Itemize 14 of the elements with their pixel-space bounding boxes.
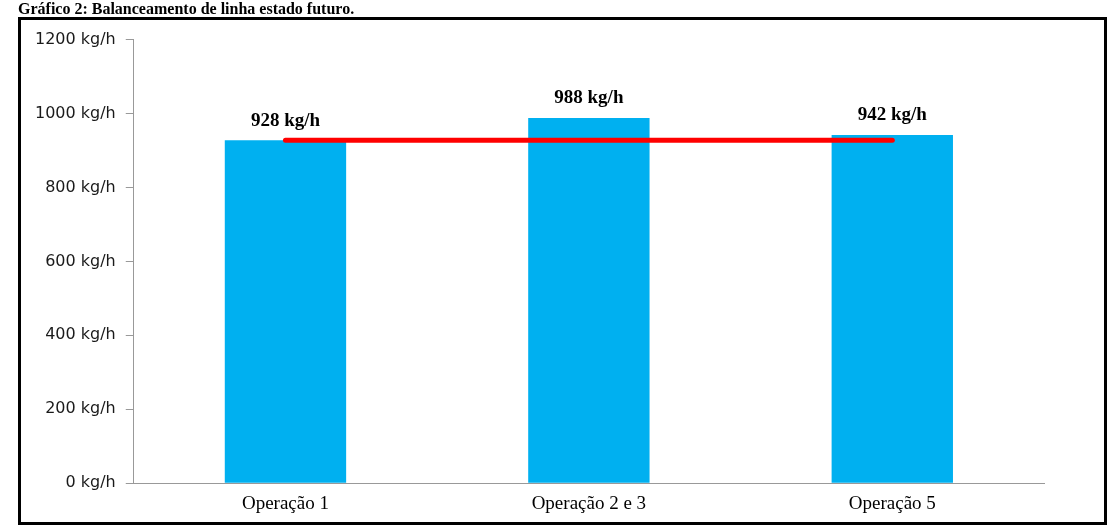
x-tick-label: Operação 2 e 3 xyxy=(531,491,647,513)
y-tick-label: 800 kg/h xyxy=(45,176,116,196)
y-tick-label: 1000 kg/h xyxy=(34,102,116,122)
data-label: 942 kg/h xyxy=(857,103,928,125)
y-tick-label: 200 kg/h xyxy=(45,398,116,418)
y-tick-label: 0 kg/h xyxy=(65,472,116,492)
data-label: 988 kg/h xyxy=(554,86,624,108)
y-tick-label: 400 kg/h xyxy=(45,324,116,344)
x-tick-label: Operação 5 xyxy=(848,491,936,513)
x-tick-label: Operação 1 xyxy=(241,491,329,513)
y-tick-label: 600 kg/h xyxy=(45,250,116,270)
y-tick-label: 1200 kg/h xyxy=(34,28,116,48)
data-label: 928 kg/h xyxy=(250,108,321,130)
chart-title: Gráfico 2: Balanceamento de linha estado futuro. xyxy=(17,0,356,17)
